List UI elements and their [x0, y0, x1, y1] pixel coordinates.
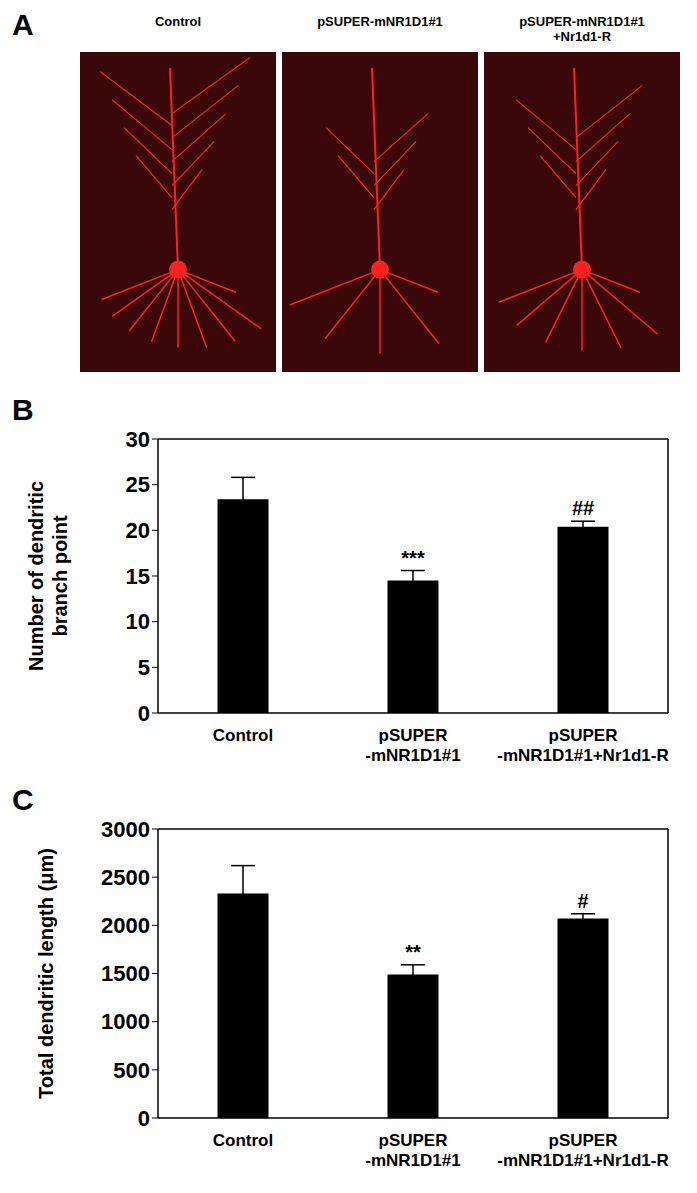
html-text:C: C: [12, 783, 34, 816]
svg-text:pSUPER-mNR1D1#1: pSUPER-mNR1D1#1: [365, 726, 460, 765]
html-text:pSUPER-mNR1D1#1: pSUPER-mNR1D1#1: [519, 14, 645, 29]
svg-text:2000: 2000: [101, 913, 150, 938]
svg-text:30: 30: [126, 427, 150, 452]
svg-text:pSUPER-mNR1D1#1+Nr1d1-R: pSUPER-mNR1D1#1+Nr1d1-R: [497, 726, 668, 765]
svg-text:pSUPER-mNR1D1#1: pSUPER-mNR1D1#1: [365, 1131, 460, 1170]
svg-text:Control: Control: [213, 726, 273, 745]
svg-text:1000: 1000: [101, 1009, 150, 1034]
html-text:+Nr1d1-R: +Nr1d1-R: [552, 29, 612, 44]
svg-text:15: 15: [126, 564, 150, 589]
svg-text:2500: 2500: [101, 865, 150, 890]
svg-text:10: 10: [126, 609, 150, 634]
html-text:pSUPER-mNR1D1#1: pSUPER-mNR1D1#1: [317, 14, 443, 29]
svg-text:20: 20: [126, 518, 150, 543]
svg-text:0: 0: [138, 701, 150, 726]
html-text:B: B: [12, 393, 34, 426]
svg-text:**: **: [405, 941, 421, 963]
svg-text:Number of dendriticbranch poin: Number of dendriticbranch point: [25, 481, 71, 671]
svg-text:Total dendritic length (μm): Total dendritic length (μm): [35, 848, 57, 1099]
svg-text:5: 5: [138, 655, 150, 680]
html-text:Control: Control: [154, 14, 202, 29]
svg-text:#: #: [577, 890, 588, 912]
html-text:A: A: [12, 8, 34, 41]
svg-text:##: ##: [572, 497, 594, 519]
svg-text:500: 500: [113, 1058, 150, 1083]
svg-text:pSUPER-mNR1D1#1+Nr1d1-R: pSUPER-mNR1D1#1+Nr1d1-R: [497, 1131, 668, 1170]
svg-text:0: 0: [138, 1106, 150, 1131]
svg-text:***: ***: [401, 547, 425, 569]
svg-text:1500: 1500: [101, 961, 150, 986]
svg-text:Control: Control: [213, 1131, 273, 1150]
svg-text:25: 25: [126, 472, 150, 497]
svg-text:3000: 3000: [101, 817, 150, 842]
